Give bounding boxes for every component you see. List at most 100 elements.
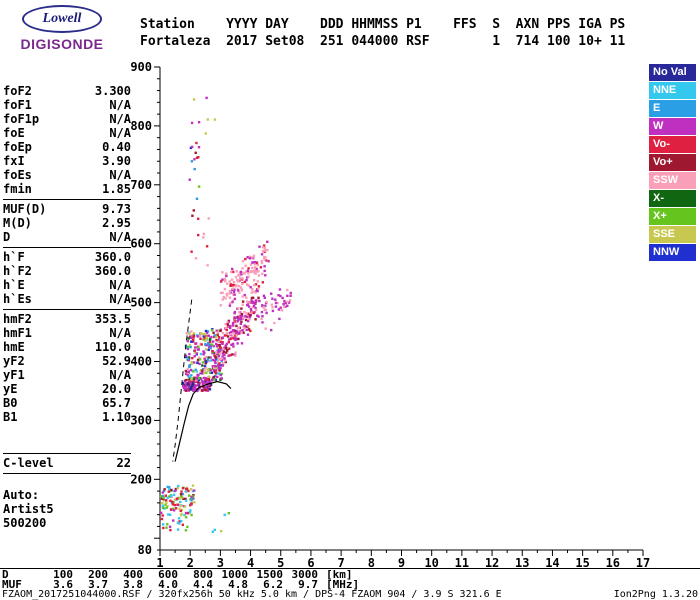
param-value: 3.300 <box>94 84 131 98</box>
scatter-point <box>197 382 200 385</box>
scatter-point <box>231 353 234 356</box>
scatter-point <box>261 315 264 318</box>
scatter-point <box>182 383 185 386</box>
scatter-point <box>178 497 182 500</box>
scatter-point <box>213 354 216 357</box>
scatter-point <box>221 291 224 294</box>
scatter-point <box>227 341 230 344</box>
scatter-point <box>218 362 221 365</box>
scatter-point <box>197 121 201 124</box>
scatter-point <box>197 388 200 391</box>
scatter-point <box>253 260 257 264</box>
scatter-point <box>206 387 209 391</box>
scatter-point <box>231 300 234 304</box>
scatter-point <box>254 318 257 321</box>
scatter-point <box>214 361 217 365</box>
scatter-point <box>221 364 225 367</box>
scatter-point <box>168 488 171 491</box>
scatter-point <box>251 296 255 299</box>
legend-item-w: W <box>649 118 696 135</box>
scatter-point <box>244 318 248 322</box>
param-label: B0 <box>3 396 18 410</box>
scatter-point <box>225 294 229 297</box>
scatter-point <box>263 247 267 250</box>
param-value: N/A <box>109 98 131 112</box>
panel-row-500200: 500200 <box>3 516 131 530</box>
scatter-point <box>233 312 236 315</box>
scatter-point <box>249 257 252 260</box>
scatter-point <box>208 384 211 388</box>
x-tick-label: 9 <box>398 556 405 570</box>
scatter-point <box>205 344 208 347</box>
scatter-point <box>194 346 197 349</box>
scatter-point <box>245 279 248 282</box>
scatter-point <box>225 347 228 350</box>
scatter-point <box>221 336 225 339</box>
scatter-point <box>174 498 177 501</box>
scatter-point <box>237 273 241 277</box>
scatter-point <box>176 521 180 524</box>
scatter-point <box>168 513 172 516</box>
scatter-point <box>196 358 200 362</box>
scatter-point <box>257 287 260 291</box>
scatter-point <box>247 305 251 308</box>
scatter-point <box>160 511 163 515</box>
panel-separator <box>3 453 131 454</box>
scatter-point <box>183 505 187 508</box>
scatter-point <box>224 322 227 326</box>
param-label: h`F <box>3 250 25 264</box>
panel-separator <box>3 309 131 310</box>
scatter-point <box>252 304 256 308</box>
scatter-point <box>263 296 266 299</box>
scatter-point <box>284 301 287 305</box>
scatter-point <box>219 367 222 370</box>
param-label: fmin <box>3 182 32 196</box>
scatter-point <box>270 292 273 295</box>
scatter-point <box>240 342 244 345</box>
scatter-point <box>221 342 224 345</box>
scatter-point <box>232 281 236 284</box>
station-header: Station YYYY DAY DDD HHMMSS P1 FFS S AXN… <box>140 16 625 50</box>
scatter-point <box>261 281 264 284</box>
scatter-point <box>204 376 207 380</box>
scatter-point <box>245 315 249 319</box>
scatter-point <box>187 331 190 334</box>
scatter-point <box>231 336 235 340</box>
scatter-point <box>219 291 223 295</box>
scatter-point <box>242 316 245 320</box>
scatter-point <box>225 272 228 275</box>
scatter-point <box>231 287 234 290</box>
scatter-point <box>192 209 195 212</box>
scatter-point <box>249 286 252 289</box>
scatter-point <box>233 320 236 323</box>
scatter-point <box>225 333 228 337</box>
scatter-point <box>161 514 164 517</box>
scatter-point <box>213 378 216 381</box>
scatter-point <box>188 385 191 389</box>
scatter-point <box>189 382 192 385</box>
scatter-point <box>282 303 285 306</box>
panel-row-fof2: foF2 3.300 <box>3 84 131 98</box>
scatter-point <box>216 331 219 334</box>
scatter-point <box>219 338 222 342</box>
scatter-point <box>184 497 187 501</box>
scatter-point <box>179 500 182 504</box>
scatter-point <box>247 267 250 270</box>
scatter-point <box>202 338 205 341</box>
scatter-point <box>192 370 195 373</box>
scatter-point <box>206 382 209 385</box>
scatter-point <box>190 495 193 499</box>
scatter-point <box>187 370 191 373</box>
scatter-point <box>220 357 223 361</box>
scatter-point <box>183 513 186 517</box>
scatter-point <box>243 280 247 284</box>
scatter-point <box>182 497 185 500</box>
scatter-point <box>167 513 170 516</box>
scatter-point <box>247 325 250 328</box>
scatter-point <box>177 496 180 500</box>
panel-gap <box>3 424 131 450</box>
scatter-point <box>270 303 273 306</box>
scatter-point <box>202 350 205 353</box>
scatter-point <box>221 271 224 274</box>
scatter-point <box>217 372 220 375</box>
